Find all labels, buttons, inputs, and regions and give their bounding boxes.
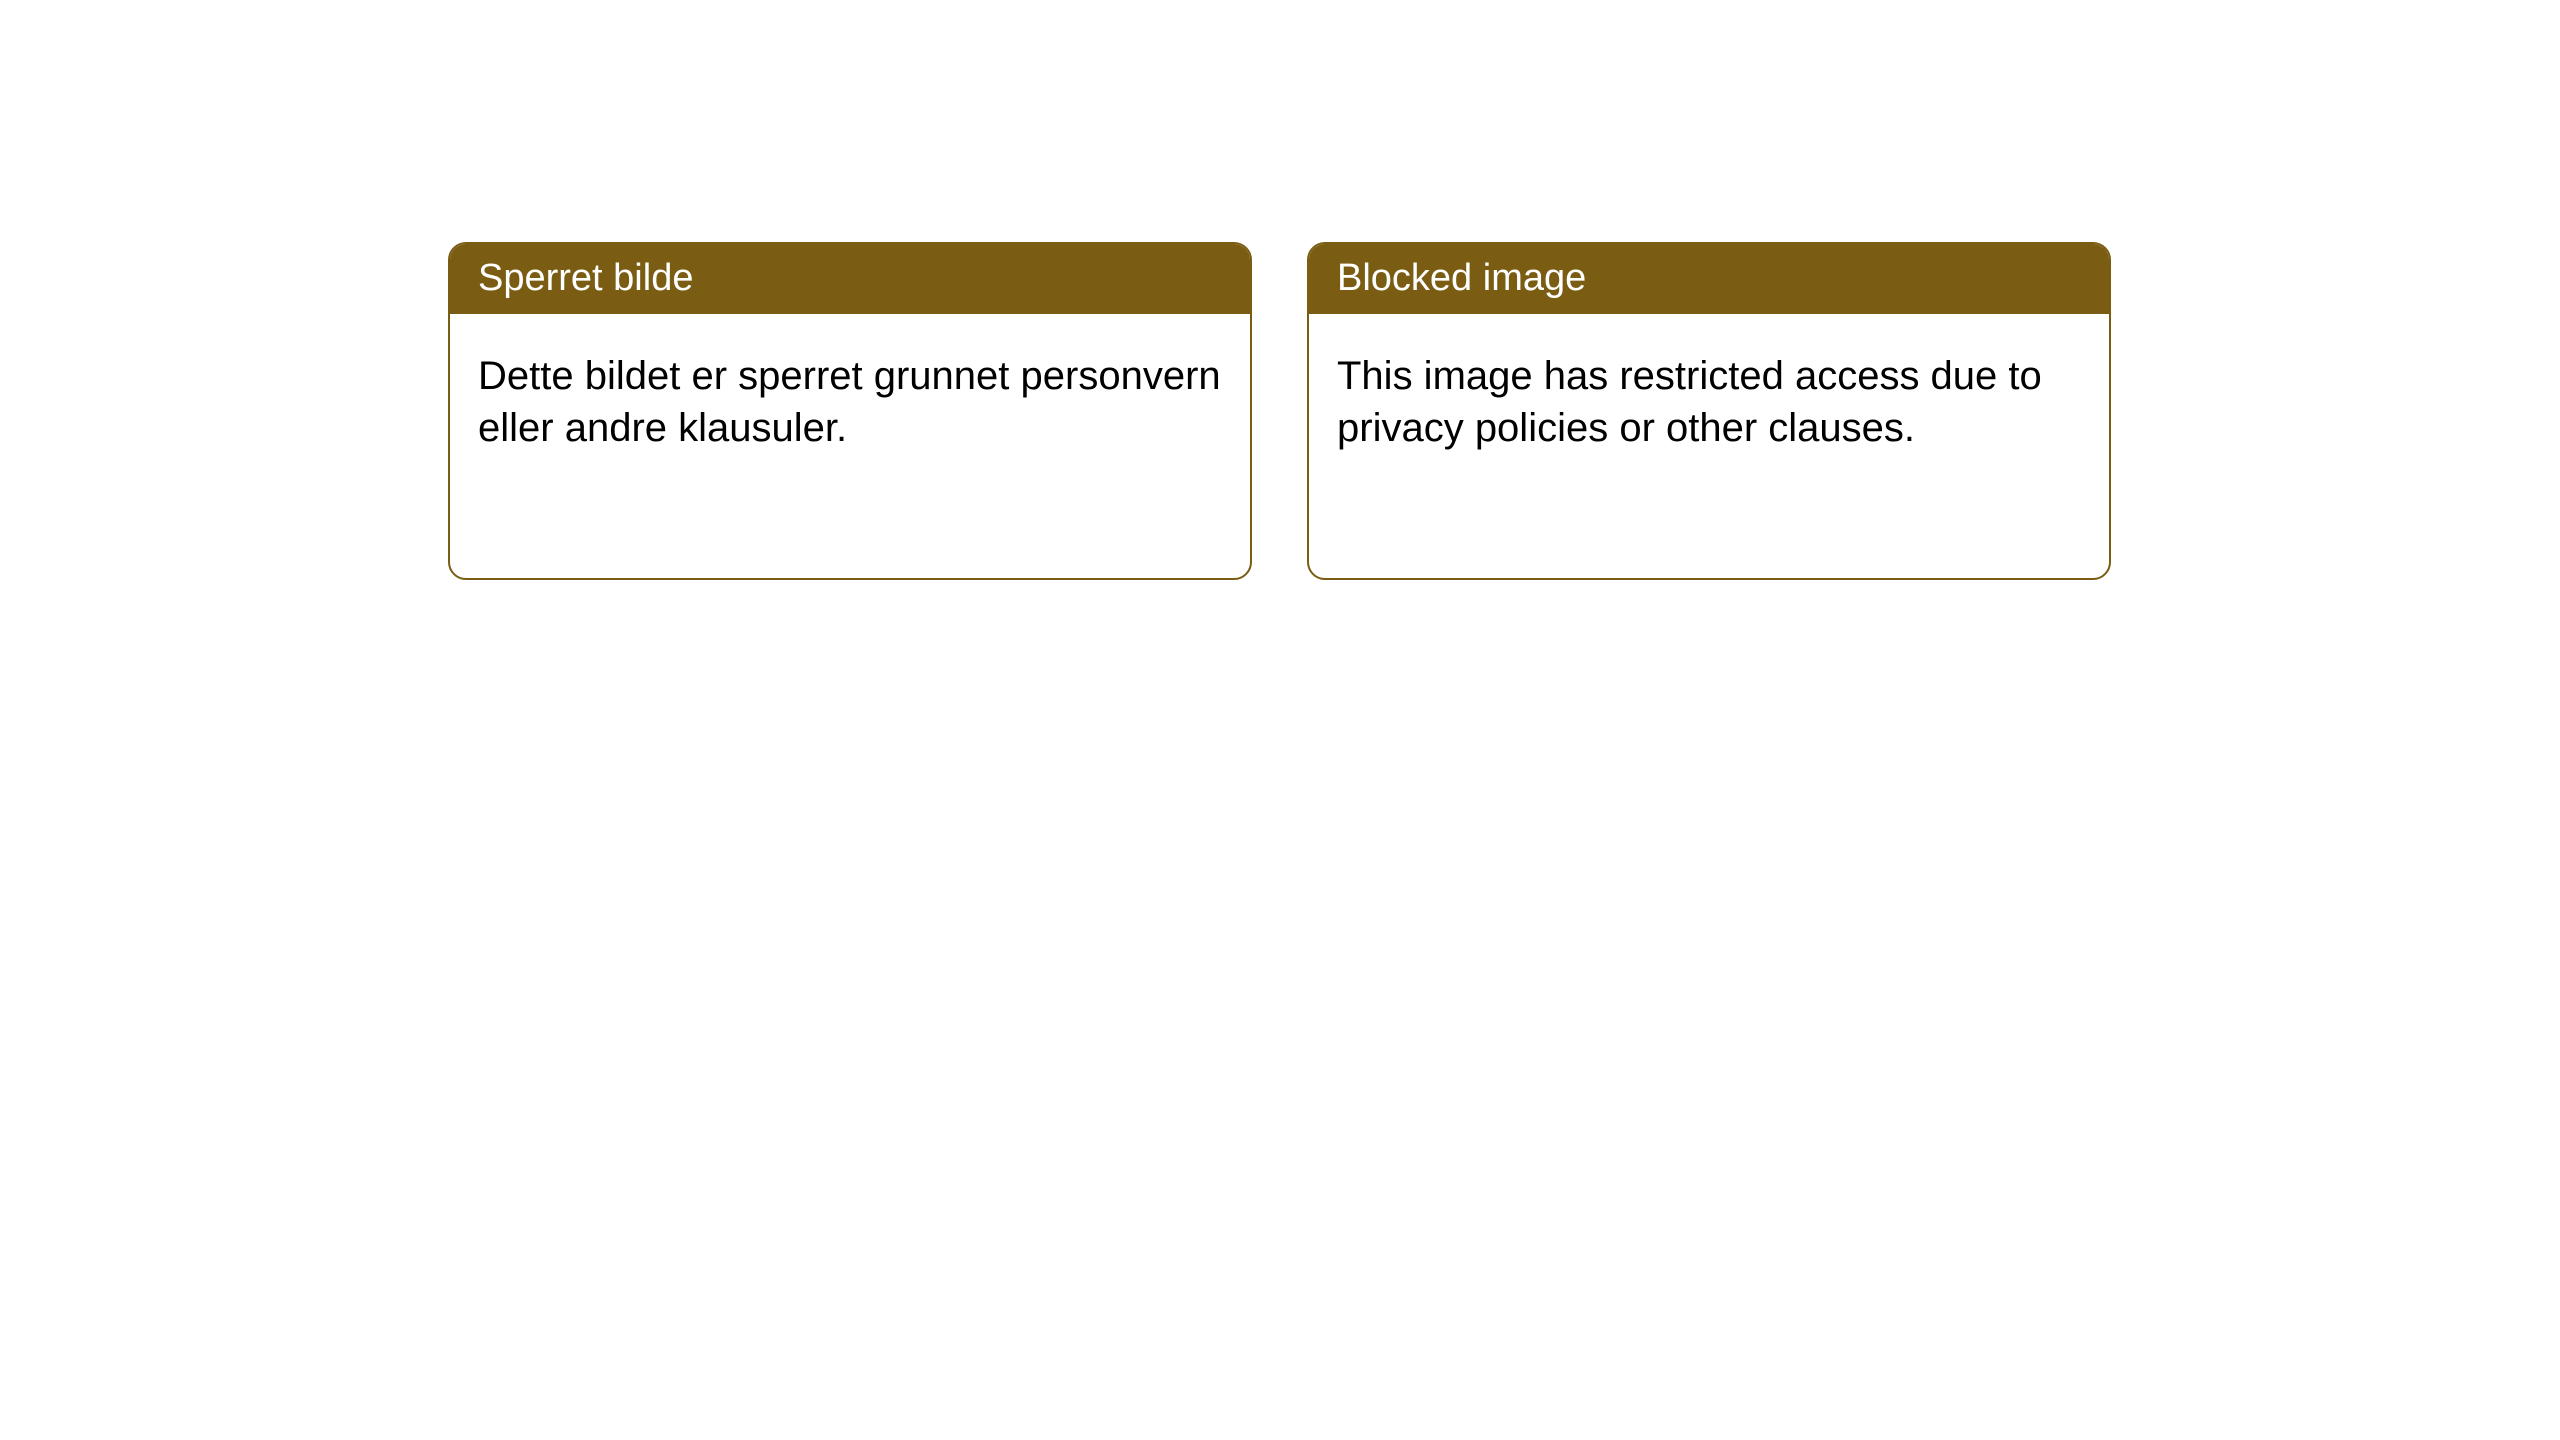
card-body-english: This image has restricted access due to … bbox=[1309, 314, 2109, 490]
body-text: This image has restricted access due to … bbox=[1337, 354, 2042, 450]
header-text: Sperret bilde bbox=[478, 257, 693, 299]
card-body-norwegian: Dette bildet er sperret grunnet personve… bbox=[450, 314, 1250, 490]
header-text: Blocked image bbox=[1337, 257, 1586, 299]
notice-container: Sperret bilde Dette bildet er sperret gr… bbox=[448, 242, 2111, 580]
notice-card-english: Blocked image This image has restricted … bbox=[1307, 242, 2111, 580]
notice-card-norwegian: Sperret bilde Dette bildet er sperret gr… bbox=[448, 242, 1252, 580]
body-text: Dette bildet er sperret grunnet personve… bbox=[478, 354, 1221, 450]
card-header-english: Blocked image bbox=[1309, 244, 2109, 314]
card-header-norwegian: Sperret bilde bbox=[450, 244, 1250, 314]
